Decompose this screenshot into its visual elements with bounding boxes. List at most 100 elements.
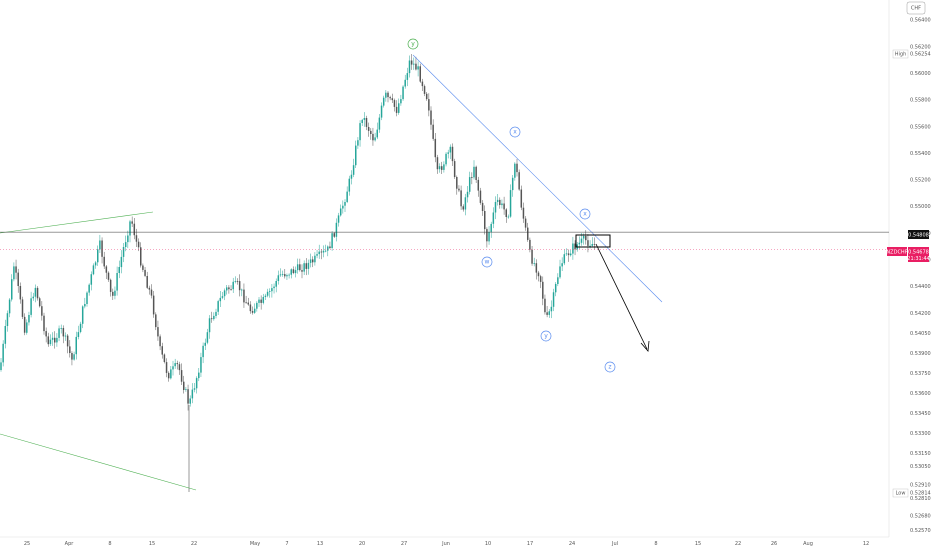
candle-body <box>425 93 428 100</box>
y-tick-label: 0.55600 <box>910 124 931 130</box>
candle-body <box>249 304 252 312</box>
candle-body <box>376 129 378 138</box>
candle-body <box>56 337 58 343</box>
candle-body <box>127 235 129 243</box>
y-tick-label: 0.52810 <box>910 496 931 502</box>
candles <box>0 54 596 492</box>
candle-body <box>365 118 368 127</box>
candle-body <box>402 86 404 100</box>
candle-body <box>264 295 267 297</box>
y-tick-label: 0.53300 <box>910 431 931 437</box>
wave-label-x[interactable]: x <box>509 126 521 138</box>
candle-body <box>51 337 54 340</box>
candle-body <box>453 161 456 177</box>
candle-body <box>307 262 310 269</box>
candle-body <box>430 110 432 125</box>
y-tick-label: 0.55000 <box>910 204 931 210</box>
candle-body <box>303 263 305 272</box>
candle-body <box>447 152 449 154</box>
candle-body <box>563 254 566 264</box>
candle-body <box>561 263 563 267</box>
candle-body <box>142 265 144 270</box>
candle-body <box>221 296 224 298</box>
candle-body <box>296 264 299 271</box>
candle-body <box>436 157 439 170</box>
candle-body <box>520 189 523 208</box>
candle-body <box>187 389 189 404</box>
candle-body <box>327 246 329 251</box>
wave-label-x[interactable]: x <box>579 208 591 220</box>
candle-body <box>567 253 570 256</box>
candle-body <box>213 315 215 320</box>
candle-body <box>514 163 516 178</box>
candle-body <box>314 255 316 263</box>
candle-body <box>544 298 546 313</box>
candle-body <box>238 281 241 291</box>
candle-body <box>60 328 62 329</box>
candle-body <box>441 166 443 170</box>
candle-body <box>372 133 374 141</box>
projection-arrow[interactable] <box>595 243 648 350</box>
candle-body <box>582 236 585 239</box>
blue-trendline[interactable] <box>412 54 663 303</box>
x-tick-label: 24 <box>569 541 575 547</box>
candle-body <box>434 138 437 158</box>
candle-body <box>490 223 492 232</box>
candle-body <box>114 290 116 296</box>
candle-body <box>550 306 553 312</box>
y-tick-label: 0.52570 <box>910 528 931 534</box>
candle-body <box>591 244 593 246</box>
arrow-head <box>640 340 650 352</box>
candle-body <box>554 284 557 293</box>
candle-body <box>443 164 445 170</box>
candle-body <box>34 287 37 297</box>
wave-label-y[interactable]: y <box>540 330 552 342</box>
candle-body <box>77 332 80 337</box>
resistance-rectangle[interactable] <box>575 234 611 248</box>
candle-body <box>462 206 464 210</box>
wave-label-y[interactable]: y <box>407 38 419 50</box>
candle-body <box>299 264 301 271</box>
candle-body <box>135 235 138 242</box>
svg-text:21:31:44: 21:31:44 <box>907 256 929 262</box>
y-tick-label: 0.53450 <box>910 411 931 417</box>
candle-body <box>503 203 505 210</box>
candle-body <box>352 165 355 175</box>
candle-body <box>348 178 351 192</box>
x-tick-label: 13 <box>317 541 323 547</box>
candle-body <box>178 364 181 371</box>
y-tick-label: 0.55400 <box>910 151 931 157</box>
candle-body <box>499 199 501 205</box>
candle-body <box>185 389 187 390</box>
candle-body <box>183 381 185 390</box>
candle-body <box>518 172 520 190</box>
candle-body <box>475 166 477 180</box>
currency-box[interactable] <box>906 1 926 15</box>
svg-text:High: High <box>895 52 907 58</box>
wave-label-w[interactable]: w <box>481 256 493 268</box>
svg-text:w: w <box>485 259 490 266</box>
candle-body <box>393 100 396 107</box>
candle-body <box>486 229 488 242</box>
candle-body <box>23 316 26 333</box>
candle-body <box>294 270 297 274</box>
candle-body <box>107 272 110 280</box>
candle-body <box>539 276 542 282</box>
candle-body <box>189 398 191 404</box>
candle-body <box>90 274 93 285</box>
candle-body <box>355 145 357 166</box>
candle-body <box>131 221 133 224</box>
candle-body <box>64 335 67 337</box>
candle-body <box>329 246 331 248</box>
green-trendline-lower[interactable] <box>0 433 197 491</box>
candle-body <box>585 236 587 241</box>
candle-body <box>236 281 239 282</box>
candle-body <box>468 177 471 192</box>
candle-body <box>305 263 308 269</box>
wave-label-z[interactable]: z <box>604 361 616 373</box>
candle-body <box>30 298 32 315</box>
green-trendline-upper[interactable] <box>0 211 154 234</box>
candle-body <box>417 66 419 70</box>
